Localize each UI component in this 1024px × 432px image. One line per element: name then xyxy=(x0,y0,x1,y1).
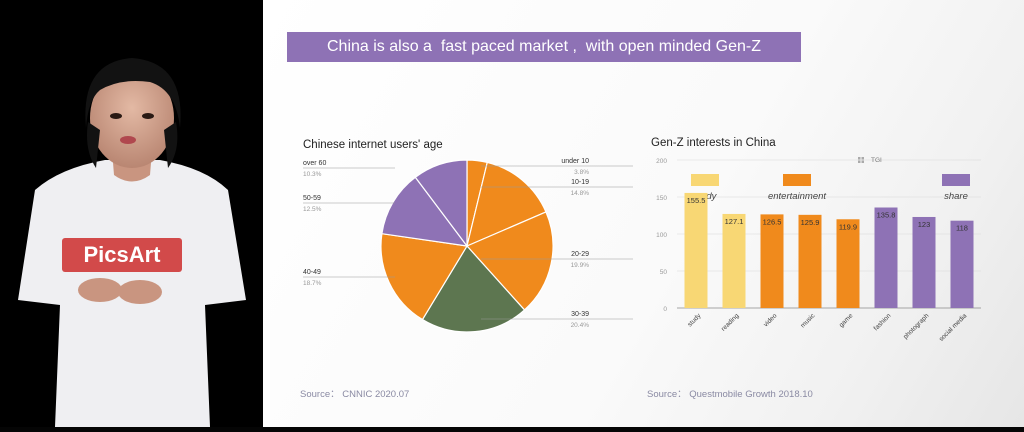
x-tick-label-reading: reading xyxy=(720,312,741,333)
x-tick-label-social-media: social media xyxy=(938,312,969,343)
pie-slice-40-49 xyxy=(380,232,468,321)
presenter-video: PicsArt xyxy=(0,0,263,427)
bar-value-music: 125.9 xyxy=(801,218,820,227)
series-legend: TGI xyxy=(858,157,882,164)
pie-slice-30-39 xyxy=(421,244,526,333)
y-tick-label: 100 xyxy=(656,232,667,239)
presenter-figure: PicsArt xyxy=(18,58,246,427)
bar-value-social-media: 118 xyxy=(956,224,968,233)
legend-swatch-entertainment xyxy=(783,174,811,186)
pie-chart-title: Chinese internet users' age xyxy=(303,139,443,151)
bar-chart-title: Gen-Z interests in China xyxy=(651,137,776,149)
x-tick-label-video: video xyxy=(762,312,778,328)
bar-photograph xyxy=(912,216,936,308)
bar-reading xyxy=(722,213,746,308)
pie-source: Source： CNNIC 2020.07 xyxy=(300,389,410,400)
bar-music xyxy=(798,214,822,308)
shirt-logo: PicsArt xyxy=(83,242,161,267)
bar-value-game: 119.9 xyxy=(839,222,857,231)
bar-source: Source： Questmobile Growth 2018.10 xyxy=(647,389,813,400)
pie-value-30-39: 20.4% xyxy=(571,322,590,329)
pie-slice-50-59 xyxy=(381,176,469,247)
interests-bar-chart: 0 50 100 150 200 TGI study entertainment share 15… xyxy=(656,157,981,343)
pie-value-10-19: 14.8% xyxy=(571,190,590,197)
pie-label-30-39: 30-39 xyxy=(571,311,589,318)
bar-study xyxy=(684,192,708,308)
x-tick-label-music: music xyxy=(799,312,816,329)
x-tick-label-photograph: photograph xyxy=(902,312,930,340)
pie-label-10-19: 10-19 xyxy=(571,179,589,186)
bar-video xyxy=(760,214,784,308)
slide-headline: China is also a fast paced market , with… xyxy=(287,32,801,62)
presentation-slide: China is also a fast paced market , with… xyxy=(263,0,1024,427)
pie-label-20-29: 20-29 xyxy=(571,251,589,258)
x-tick-label-study: study xyxy=(686,312,702,328)
legend-swatch-share xyxy=(942,174,970,186)
bar-game xyxy=(836,219,860,308)
pie-label-under-10: under 10 xyxy=(561,158,589,165)
legend-label-entertainment: entertainment xyxy=(768,191,826,202)
pie-slice-over-60 xyxy=(414,159,468,248)
legend-label-share: share xyxy=(944,191,968,202)
pie-label-50-59: 50-59 xyxy=(303,195,321,202)
y-tick-label: 150 xyxy=(656,195,667,202)
series-legend-label: TGI xyxy=(871,157,882,164)
y-tick-label: 50 xyxy=(660,269,668,276)
age-pie-chart: under 10 3.8% 10-19 14.8% 20-29 19.9% 30-39 20.… xyxy=(303,158,633,333)
y-tick-label: 0 xyxy=(663,306,667,313)
pie-value-40-49: 18.7% xyxy=(303,280,322,287)
pie-value-under-10: 3.8% xyxy=(574,169,589,176)
bar-social-media xyxy=(950,220,974,308)
pie-slice-20-29 xyxy=(465,211,554,311)
x-tick-label-fashion: fashion xyxy=(873,312,893,332)
bar-value-study: 155.5 xyxy=(687,196,706,205)
x-tick-label-game: game xyxy=(838,312,855,329)
bar-value-fashion: 135.8 xyxy=(877,211,896,220)
bar-value-photograph: 123 xyxy=(918,220,931,229)
pie-value-50-59: 12.5% xyxy=(303,206,322,213)
bar-fashion xyxy=(874,207,898,308)
pie-label-40-49: 40-49 xyxy=(303,269,321,276)
pie-slice-10-19 xyxy=(466,161,547,248)
bar-value-video: 126.5 xyxy=(763,217,782,226)
legend-swatch-study xyxy=(691,174,719,186)
bar-value-reading: 127.1 xyxy=(725,217,744,226)
pie-label-over-60: over 60 xyxy=(303,160,326,167)
y-tick-label: 200 xyxy=(656,158,667,165)
pie-value-20-29: 19.9% xyxy=(571,262,590,269)
pie-value-over-60: 10.3% xyxy=(303,171,322,178)
